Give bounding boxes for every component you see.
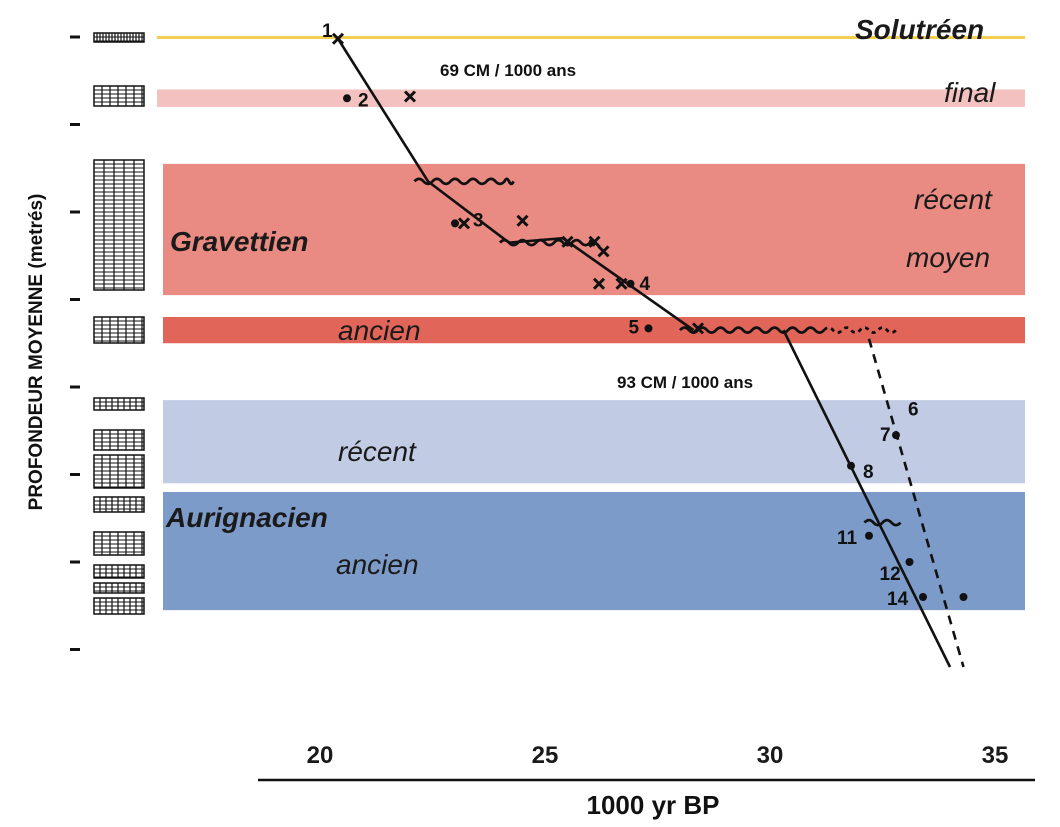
point-label-7: 7 xyxy=(880,425,891,446)
unconformity-waves xyxy=(413,177,902,527)
band-grav_ancien xyxy=(163,317,1025,344)
dot-marker xyxy=(905,558,914,566)
depth-hatch-block xyxy=(93,564,145,579)
label-final: final xyxy=(944,77,996,108)
depth-hatch-block xyxy=(93,316,145,344)
depth-hatch-block xyxy=(93,496,145,513)
y-axis-title: PROFONDEUR MOYENNE (metrés) xyxy=(26,194,47,511)
wavy-line xyxy=(498,238,596,247)
wavy-line xyxy=(863,518,902,527)
x-axis-title: 1000 yr BP xyxy=(587,790,720,820)
label-ancien-aurignacien: ancien xyxy=(336,549,419,580)
point-label-5: 5 xyxy=(629,317,640,338)
x-marker xyxy=(592,277,606,290)
x-tick-label: 25 xyxy=(532,742,559,769)
x-marker xyxy=(331,32,345,45)
label-moyen: moyen xyxy=(906,242,990,273)
label-recent-gravettien: récent xyxy=(914,184,993,215)
point-label-2: 2 xyxy=(358,90,369,111)
band-aur_recent xyxy=(163,400,1025,484)
label-aurignacien: Aurignacien xyxy=(165,502,328,533)
depth-hatch-block xyxy=(93,85,145,107)
dot-marker xyxy=(451,219,459,228)
point-label-11: 11 xyxy=(837,528,858,549)
dot-marker xyxy=(865,531,873,540)
label-recent-aurignacien: récent xyxy=(338,436,417,467)
label-gravettien: Gravettien xyxy=(170,226,309,257)
band-grav_recent_moyen xyxy=(163,163,1025,296)
x-marker xyxy=(516,214,529,227)
depth-hatch-block xyxy=(93,32,145,43)
band-labels: Solutréen final récent moyen Gravettien … xyxy=(165,14,996,580)
label-solutreen: Solutréen xyxy=(855,14,984,45)
rate-label-93: 93 CM / 1000 ans xyxy=(617,373,753,392)
depth-hatch-block xyxy=(93,159,145,291)
point-label-1: 1 xyxy=(322,21,333,42)
depth-hatch-block xyxy=(93,597,145,615)
trend-line xyxy=(782,329,952,668)
x-tick-label: 30 xyxy=(757,742,784,769)
dot-marker xyxy=(959,593,968,601)
x-tick-label: 20 xyxy=(307,742,334,769)
dot-marker xyxy=(626,279,635,288)
depth-hatch-block xyxy=(93,531,145,556)
point-label-6: 6 xyxy=(908,399,919,420)
dot-marker xyxy=(644,324,653,333)
band-sol_final xyxy=(157,89,1025,107)
wavy-line xyxy=(413,177,515,186)
culture-bands xyxy=(157,36,1025,611)
x-marker xyxy=(457,217,471,230)
x-tick-label: 35 xyxy=(982,742,1009,769)
dot-marker xyxy=(343,94,351,103)
depth-track xyxy=(70,32,145,651)
point-label-4: 4 xyxy=(640,274,651,295)
x-marker xyxy=(615,277,628,290)
x-marker xyxy=(403,90,417,103)
dot-marker xyxy=(892,431,900,440)
x-axis: 20 25 30 35 xyxy=(258,742,1035,782)
depth-hatch-block xyxy=(93,429,145,451)
rate-label-69: 69 CM / 1000 ans xyxy=(440,61,576,80)
depth-hatch-block xyxy=(93,454,145,489)
point-label-8: 8 xyxy=(863,462,874,483)
wavy-line xyxy=(678,326,826,335)
band-aur_ancien xyxy=(163,492,1025,611)
wavy-line-dotted xyxy=(822,326,898,335)
point-label-14: 14 xyxy=(887,589,909,610)
dot-marker xyxy=(847,461,855,470)
depth-hatch-block xyxy=(93,397,145,411)
depth-hatch-block xyxy=(93,582,145,594)
dashed-trend-line xyxy=(867,338,965,668)
dot-marker xyxy=(919,593,927,601)
x-marker xyxy=(561,235,574,248)
x-marker xyxy=(588,235,601,248)
x-marker xyxy=(691,322,705,335)
x-marker xyxy=(597,245,610,258)
band-solutreen xyxy=(157,36,1025,39)
label-ancien-gravettien: ancien xyxy=(338,315,421,346)
point-label-3: 3 xyxy=(473,210,484,231)
point-label-12: 12 xyxy=(880,564,901,585)
